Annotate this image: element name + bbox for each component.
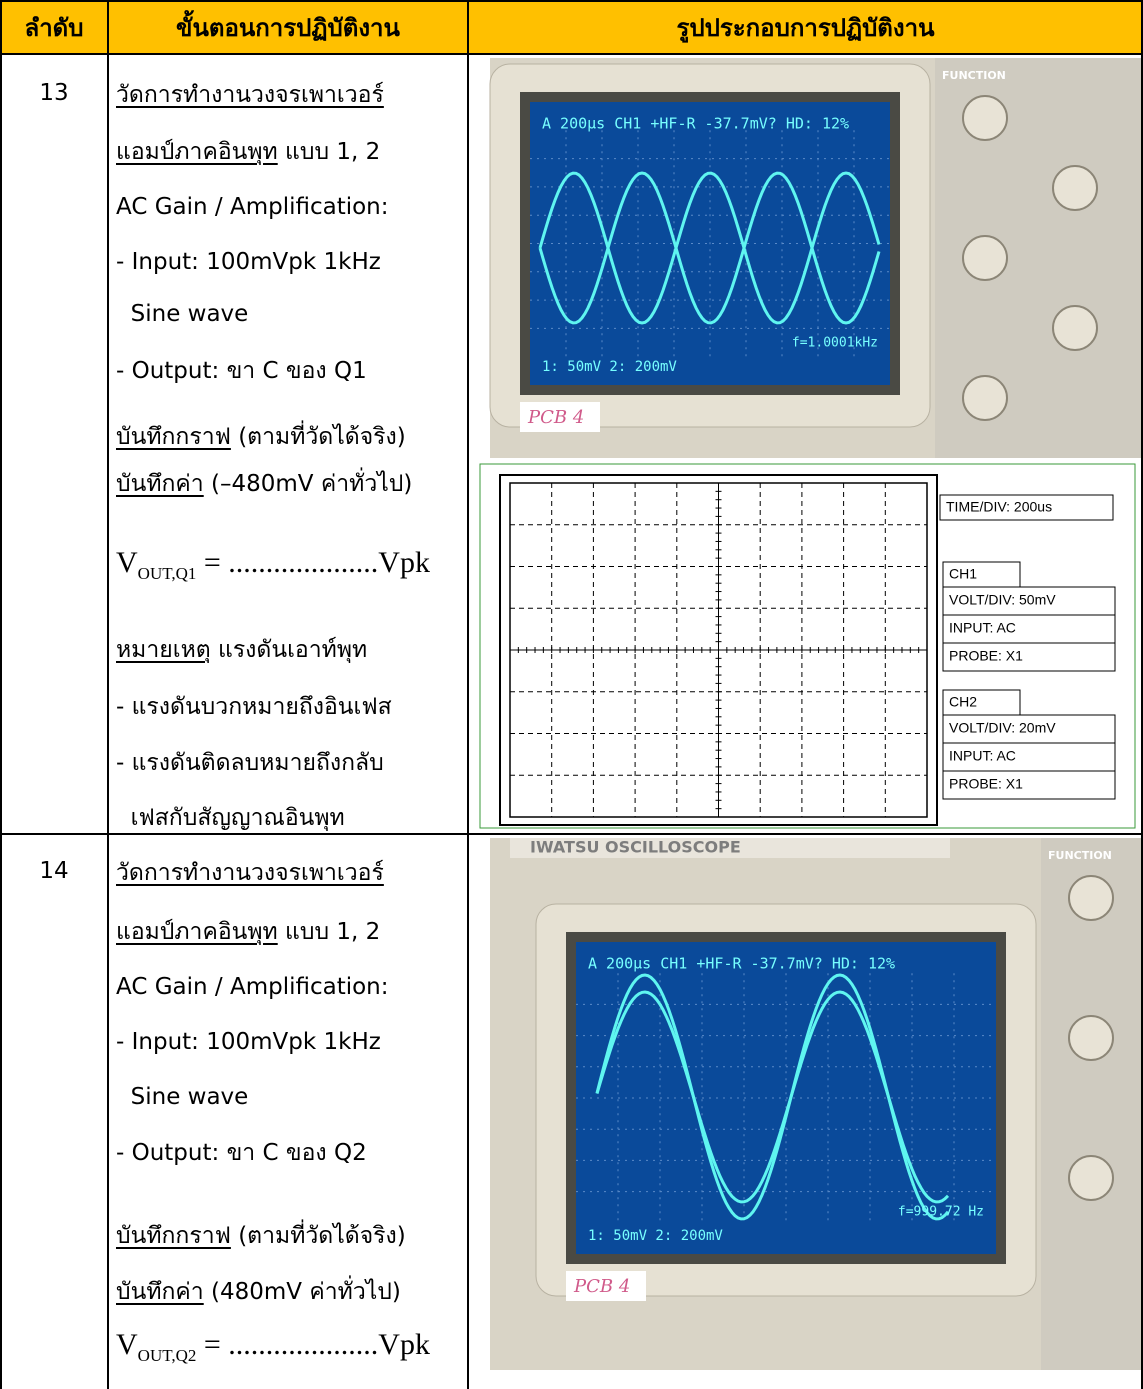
step-line: Sine wave [116,299,248,329]
step-text: - Input: 100mVpk 1kHz [116,249,381,275]
step-line: - Input: 100mVpk 1kHz [116,1027,381,1057]
setting-text: VOLT/DIV: 50mV [949,592,1056,608]
subscript: OUT,Q2 [138,1346,197,1365]
border [0,0,2,1389]
scope-photo: A 200µs CH1 +HF-R -37.7mV? HD: 12% 1: 50m… [490,58,1141,458]
step-line: หมายเหตุ แรงดันเอาท์พุท [116,635,367,665]
step-line: วัดการทำงานวงจรเพาเวอร์ [116,80,384,110]
symbol: V [116,546,138,579]
step-text: - Output: ขา C ของ Q1 [116,358,367,384]
screen-readout: f=999.72 Hz [898,1205,984,1220]
step-line: บันทึกกราฟ (ตามที่วัดได้จริง) [116,422,406,452]
knob [963,376,1007,420]
screen-readout: f=1.0001kHz [792,336,878,351]
screen-readout: A 200µs CH1 +HF-R -37.7mV? HD: 12% [588,955,895,973]
step-text: - Input: 100mVpk 1kHz [116,1029,381,1055]
underlined-text: แอมป์ภาคอินพุท [116,139,278,165]
screen-readout: 1: 50mV 2: 200mV [588,1228,723,1244]
step-text: (480mV ค่าทั่วไป) [204,1279,401,1305]
step-line: บันทึกกราฟ (ตามที่วัดได้จริง) [116,1221,406,1251]
underlined-text: วัดการทำงานวงจรเพาเวอร์ [116,82,384,108]
subscript: OUT,Q1 [138,564,197,583]
step-line: - Output: ขา C ของ Q1 [116,356,367,386]
step-line: บันทึกค่า (–480mV ค่าทั่วไป) [116,469,412,499]
step-line: - แรงดันบวกหมายถึงอินเฟส [116,692,392,722]
underlined-text: หมายเหตุ [116,637,211,663]
blank: = ....................Vpk [196,1328,430,1361]
step-line: วัดการทำงานวงจรเพาเวอร์ [116,858,384,888]
step-line: แอมป์ภาคอินพุท แบบ 1, 2 [116,137,380,167]
sticker-label: PCB 4 [573,1276,630,1297]
border [0,0,1143,2]
step-text: (–480mV ค่าทั่วไป) [204,471,413,497]
border [0,833,1143,835]
step-text: - แรงดันบวกหมายถึงอินเฟส [116,694,392,720]
step-text: AC Gain / Amplification: [116,194,389,220]
step-text: - แรงดันติดลบหมายถึงกลับ [116,750,384,776]
underlined-text: บันทึกกราฟ [116,424,231,450]
step-line: AC Gain / Amplification: [116,192,389,222]
channel-name: CH2 [949,694,977,710]
setting-text: INPUT: AC [949,748,1016,764]
step-line: - แรงดันติดลบหมายถึงกลับ [116,748,384,778]
setting-text: INPUT: AC [949,620,1016,636]
step-line: AC Gain / Amplification: [116,972,389,1002]
knob [1069,1016,1113,1060]
row-number: 14 [0,858,108,884]
knob [1053,306,1097,350]
knob [1069,876,1113,920]
step-line: แอมป์ภาคอินพุท แบบ 1, 2 [116,917,380,947]
step-text: AC Gain / Amplification: [116,974,389,1000]
blank: = ....................Vpk [196,546,430,579]
step-line: VOUT,Q2 = ....................Vpk [116,1330,430,1371]
knob [963,96,1007,140]
scope-sheet: TIME/DIV: 200us CH1 VOLT/DIV: 50mV INPUT: A… [480,464,1135,828]
brand: IWATSU OSCILLOSCOPE [530,838,741,857]
screen-readout: A 200µs CH1 +HF-R -37.7mV? HD: 12% [542,115,849,133]
symbol: V [116,1328,138,1361]
channel-name: CH1 [949,566,977,582]
panel-label: FUNCTION [1048,849,1112,862]
worksheet: ลำดับ ขั้นตอนการปฏิบัติงาน รูปประกอบการป… [0,0,1143,1389]
underlined-text: บันทึกค่า [116,1279,204,1305]
step-text: เฟสกับสัญญาณอินพุท [116,805,345,831]
step-text: (ตามที่วัดได้จริง) [231,1223,406,1249]
knob [1053,166,1097,210]
step-line: VOUT,Q1 = ....................Vpk [116,548,430,589]
step-line: - Input: 100mVpk 1kHz [116,247,381,277]
underlined-text: แอมป์ภาคอินพุท [116,919,278,945]
step-text: แรงดันเอาท์พุท [211,637,367,663]
step-line: บันทึกค่า (480mV ค่าทั่วไป) [116,1277,401,1307]
knob [1069,1156,1113,1200]
sticker-label: PCB 4 [527,407,584,428]
panel-label: FUNCTION [942,69,1006,82]
screen-readout: 1: 50mV 2: 200mV [542,359,677,375]
border [107,0,109,1389]
underlined-text: บันทึกกราฟ [116,1223,231,1249]
step-line: เฟสกับสัญญาณอินพุท [116,803,345,833]
step-text: Sine wave [116,1084,248,1110]
row-number: 13 [0,80,108,106]
step-text: แบบ 1, 2 [278,919,381,945]
step-line: Sine wave [116,1082,248,1112]
border [467,0,469,1389]
setting-text: PROBE: X1 [949,776,1023,792]
border [0,53,1143,55]
setting-text: VOLT/DIV: 20mV [949,720,1056,736]
scope-photo: A 200µs CH1 +HF-R -37.7mV? HD: 12% 1: 50m… [490,838,1143,1371]
step-line: - Output: ขา C ของ Q2 [116,1138,367,1168]
setting-text: TIME/DIV: 200us [946,499,1052,515]
step-text: - Output: ขา C ของ Q2 [116,1140,367,1166]
underlined-text: วัดการทำงานวงจรเพาเวอร์ [116,860,384,886]
step-text: Sine wave [116,301,248,327]
step-text: แบบ 1, 2 [278,139,381,165]
step-text: (ตามที่วัดได้จริง) [231,424,406,450]
knob [963,236,1007,280]
underlined-text: บันทึกค่า [116,471,204,497]
setting-text: PROBE: X1 [949,648,1023,664]
